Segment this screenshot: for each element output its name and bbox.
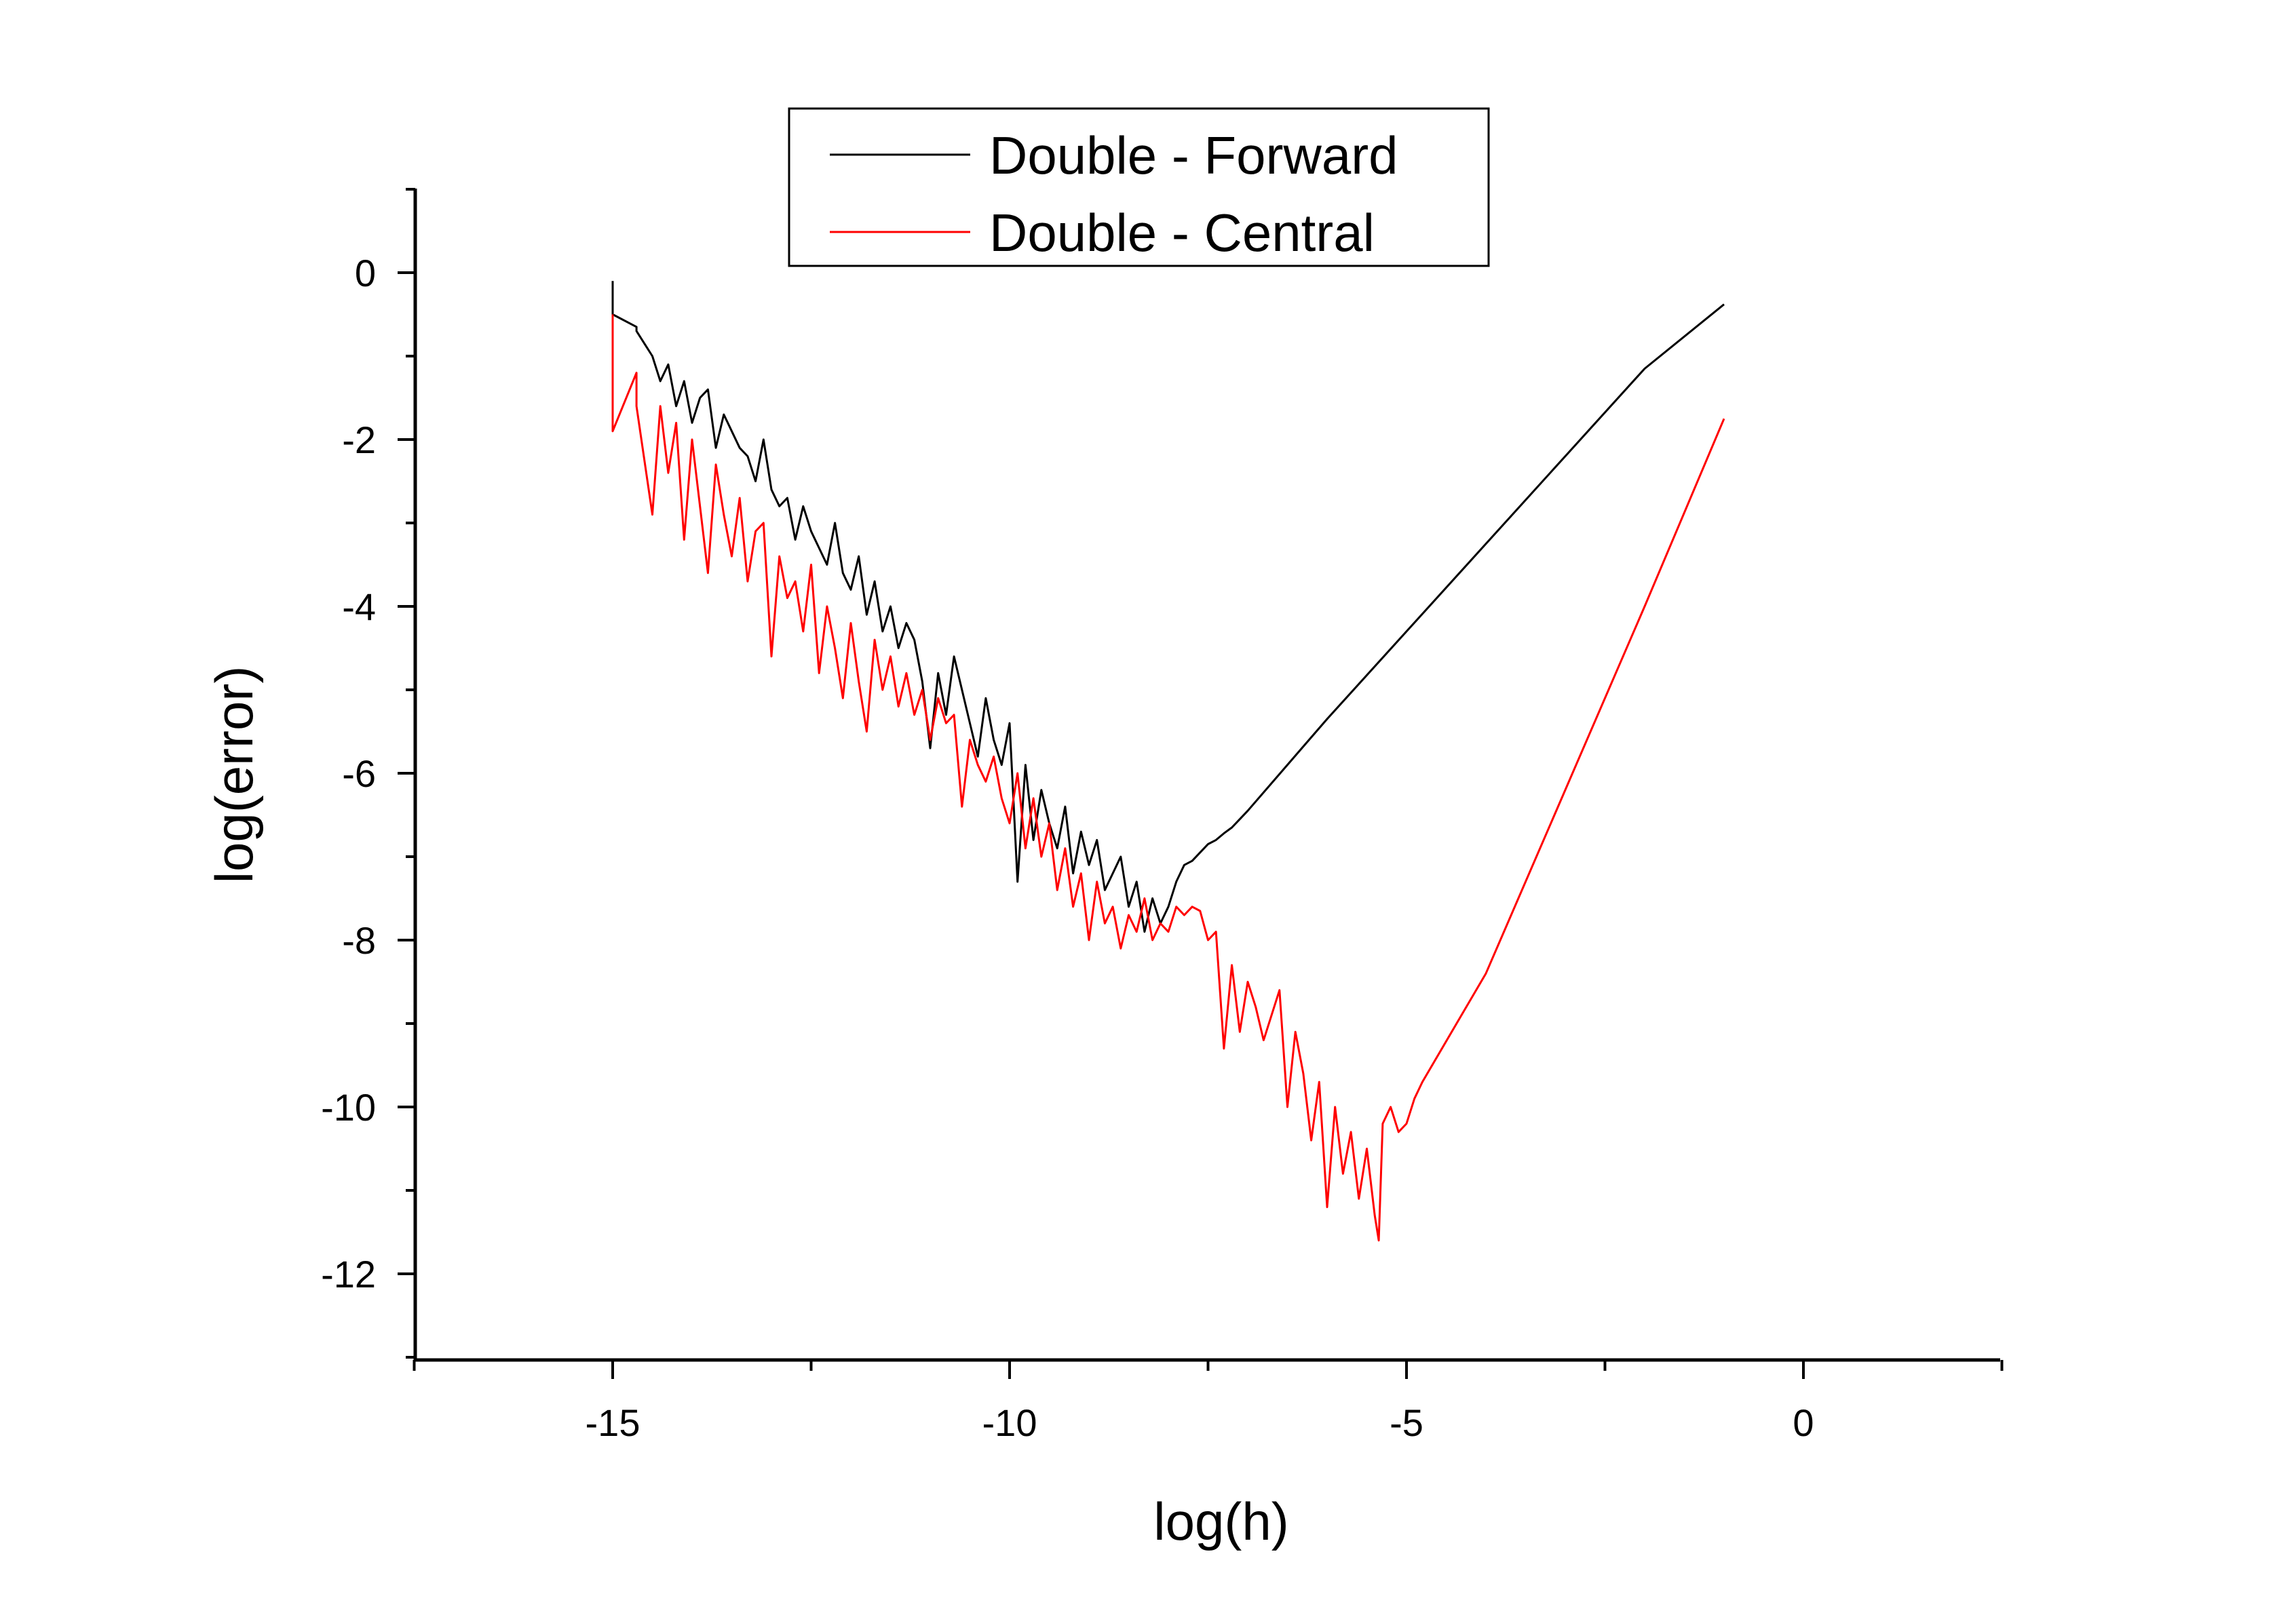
y-tick-label: -8 — [342, 919, 376, 962]
y-tick-label: -2 — [342, 419, 376, 461]
x-tick-label: -10 — [982, 1401, 1037, 1444]
series-line-double-forward — [611, 281, 1725, 933]
y-tick-label: 0 — [355, 252, 376, 294]
legend: Double - Forward Double - Central — [788, 107, 1490, 267]
x-axis-title: log(h) — [1153, 1492, 1288, 1551]
legend-box — [788, 107, 1490, 267]
plot-area — [611, 281, 1725, 1242]
y-tick-label: -4 — [342, 585, 376, 628]
y-tick-label: -10 — [321, 1086, 376, 1129]
axes: -15 -10 -5 0 0 -2 -4 -6 -8 -10 -12 log(h) log(error) — [204, 188, 2004, 1551]
legend-label: Double - Central — [989, 203, 1375, 262]
x-tick-label: -15 — [586, 1401, 640, 1444]
legend-label: Double - Forward — [989, 125, 1398, 185]
y-tick-label: -12 — [321, 1253, 376, 1296]
x-tick-label: 0 — [1793, 1401, 1814, 1444]
series-line-double-central — [611, 314, 1725, 1242]
y-tick-label: -6 — [342, 752, 376, 795]
y-axis-title: log(error) — [204, 666, 264, 884]
x-tick-label: -5 — [1390, 1401, 1423, 1444]
